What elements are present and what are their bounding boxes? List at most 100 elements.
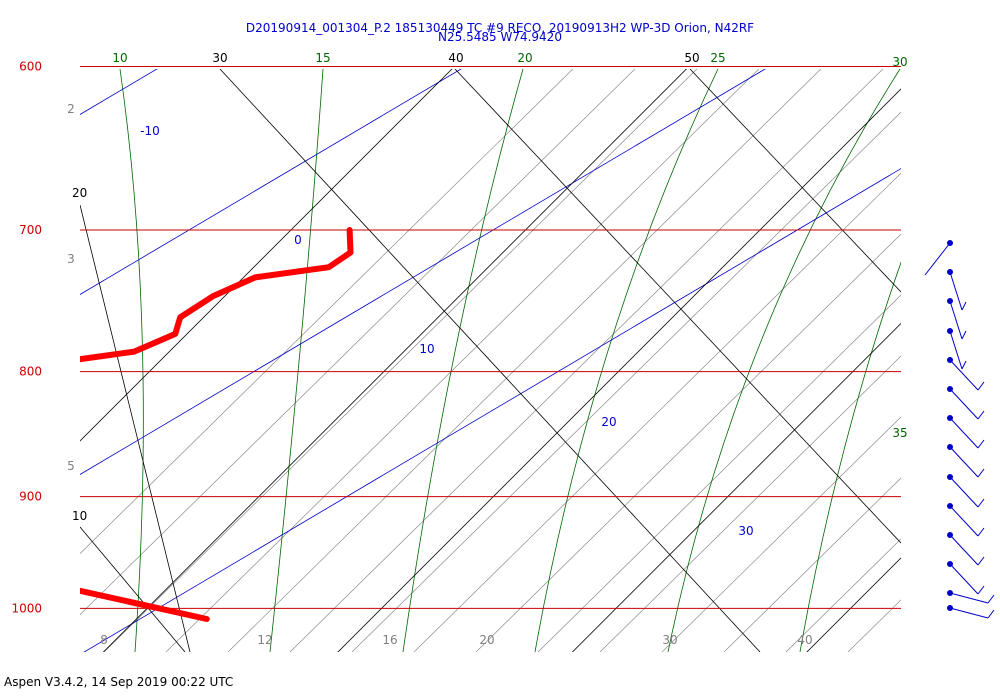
- mixing-ratio-label: 5: [67, 459, 75, 473]
- dry-adiabat-label: 20: [601, 415, 616, 429]
- dry-adiabat: [80, 69, 462, 295]
- wind-barb-staff: [949, 563, 979, 595]
- wind-barb: [947, 503, 985, 537]
- wind-barbs: [924, 240, 995, 619]
- wind-barb-staff: [949, 607, 989, 619]
- mixing-ratio-label: 8: [100, 633, 108, 647]
- isotherm-label: 10: [72, 509, 87, 523]
- wind-barb-feather: [987, 609, 995, 619]
- wind-barb-staff: [949, 271, 963, 311]
- mixing-ratio-line: [227, 69, 822, 652]
- moist-adiabat-label: 10: [112, 51, 127, 65]
- wind-barb: [947, 386, 985, 420]
- mixing-ratio-label: 12: [257, 633, 272, 647]
- mixing-ratio-line: [785, 538, 901, 652]
- mixing-ratio-label: 2: [67, 102, 75, 116]
- mixing-ratio-line: [599, 355, 901, 652]
- wind-barb: [947, 357, 985, 391]
- wind-barb: [947, 328, 967, 370]
- isotherm-label: 50: [684, 51, 699, 65]
- wind-barb: [947, 561, 985, 595]
- wind-barb-feather: [961, 301, 967, 311]
- dry-adiabats: [80, 69, 901, 652]
- wind-barb: [947, 590, 995, 604]
- moist-adiabat: [799, 261, 901, 652]
- mixing-ratio-line: [475, 233, 901, 652]
- wind-barb-staff: [949, 592, 989, 604]
- guide-line: [80, 526, 186, 652]
- mixing-ratio-label: 30: [662, 633, 677, 647]
- isotherms: [80, 69, 901, 652]
- moist-adiabat: [402, 69, 524, 652]
- dry-adiabat-label: -10: [140, 124, 160, 138]
- wind-barb: [924, 240, 953, 276]
- isobar-label: 1000: [11, 601, 42, 615]
- isotherm-line: [806, 557, 901, 652]
- guide-line: [689, 69, 901, 293]
- wind-barb: [947, 605, 995, 619]
- mixing-ratio-line: [165, 69, 760, 652]
- profiles: [80, 227, 354, 622]
- mixing-ratio-line: [103, 69, 698, 652]
- moist-adiabat-label: 20: [517, 51, 532, 65]
- wind-barb-feather: [977, 527, 985, 537]
- wind-barb-feather: [977, 585, 985, 595]
- moist-adiabat-label: 30: [892, 55, 907, 69]
- wind-barb: [947, 415, 985, 449]
- isobar-label: 700: [19, 223, 42, 237]
- mixing-ratio-line: [413, 172, 901, 652]
- mixing-ratio-line: [661, 416, 901, 652]
- mixing-ratio-line: [289, 69, 884, 652]
- isobar-label: 900: [19, 490, 42, 504]
- wind-barb: [947, 474, 985, 508]
- wind-barb-feather: [977, 498, 985, 508]
- wind-barb: [947, 532, 985, 566]
- mixing-ratio-label: 20: [479, 633, 494, 647]
- mixing-ratio-lines: [80, 62, 1000, 652]
- wind-barb-staff: [949, 300, 963, 340]
- wind-barb-feather: [987, 594, 995, 604]
- mixing-ratio-label: 3: [67, 252, 75, 266]
- temperature-profile: [80, 227, 354, 622]
- moist-adiabat-label: 35: [892, 426, 907, 440]
- mixing-ratio-line: [351, 111, 901, 652]
- isotherm-label: 20: [72, 186, 87, 200]
- dry-adiabat-label: 10: [419, 342, 434, 356]
- wind-barb-staff: [949, 417, 979, 449]
- moist-adiabat: [119, 69, 144, 652]
- footer-text: Aspen V3.4.2, 14 Sep 2019 00:22 UTC: [4, 675, 234, 689]
- wind-barb-staff: [949, 476, 979, 508]
- isobar-label: 600: [19, 59, 42, 73]
- wind-barb-feather: [977, 556, 985, 566]
- isotherm-line: [102, 69, 688, 652]
- moist-adiabats: [119, 69, 901, 652]
- wind-barb-staff: [924, 242, 951, 276]
- wind-barb-feather: [977, 468, 985, 478]
- dry-adiabat-label: 0: [294, 233, 302, 247]
- moist-adiabat: [534, 69, 719, 652]
- moist-adiabat: [667, 69, 901, 652]
- mixing-ratio-line: [80, 69, 636, 616]
- isotherm-label: 40: [448, 51, 463, 65]
- isotherm-label: 30: [212, 51, 227, 65]
- wind-barb-staff: [949, 388, 979, 420]
- isotherm-line: [571, 322, 901, 652]
- wind-barb: [947, 444, 985, 478]
- dry-adiabat: [83, 168, 901, 652]
- wind-barb-feather: [961, 330, 967, 340]
- wind-barb-feather: [977, 439, 985, 449]
- mixing-ratio-line: [910, 62, 1000, 652]
- wind-barb-feather: [961, 360, 967, 370]
- wind-barb-staff: [949, 534, 979, 566]
- moist-adiabat-label: 15: [315, 51, 330, 65]
- isobar-label: 800: [19, 365, 42, 379]
- dry-adiabat: [80, 69, 766, 475]
- isobars: [80, 65, 901, 609]
- wind-barb-staff: [949, 505, 979, 537]
- isotherm-line: [80, 69, 453, 442]
- wind-barb-feather: [977, 410, 985, 420]
- wind-barb-staff: [949, 446, 979, 478]
- mixing-ratio-line: [80, 69, 574, 555]
